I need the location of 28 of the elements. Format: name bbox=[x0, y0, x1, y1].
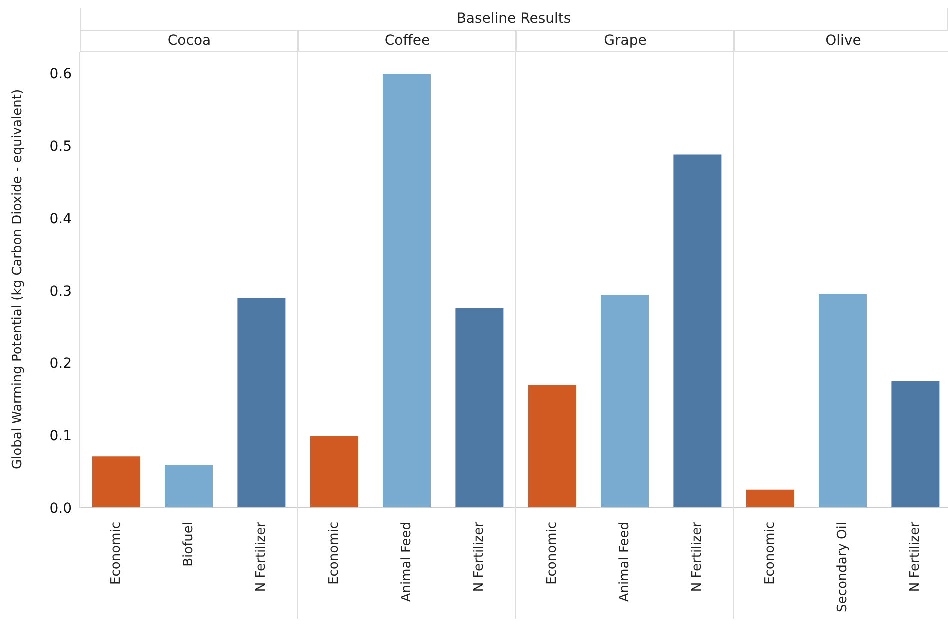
y-tick-label: 0.4 bbox=[50, 211, 72, 228]
x-tick-label: Economic bbox=[108, 522, 124, 585]
x-tick-label: N Fertilizer bbox=[690, 521, 706, 592]
bar bbox=[165, 465, 214, 508]
x-tick-label: Animal Feed bbox=[618, 522, 632, 602]
chart-title: Coffee bbox=[298, 31, 516, 52]
x-tick-label: N Fertilizer bbox=[908, 521, 924, 592]
x-tick-label: Animal Feed bbox=[400, 522, 414, 602]
y-axis-title: Global Warming Potential (kg Carbon Dioxide - equivalent) bbox=[10, 88, 26, 470]
x-tick-label: Economic bbox=[326, 522, 342, 585]
y-tick-label: 0.1 bbox=[50, 428, 72, 445]
x-tick-label: N Fertilizer bbox=[254, 521, 270, 592]
y-tick-label: 0.3 bbox=[50, 284, 72, 300]
y-tick-label: 0.0 bbox=[50, 500, 72, 517]
text: Baseline Results bbox=[456, 11, 572, 27]
x-tick-label: Economic bbox=[762, 522, 778, 585]
chart-title: Olive bbox=[734, 31, 948, 52]
chart-title: Grape bbox=[516, 31, 734, 52]
x-tick-label: Secondary Oil bbox=[836, 522, 850, 612]
y-tick-label: 0.2 bbox=[50, 356, 72, 372]
x-tick-label: Economic bbox=[544, 522, 560, 585]
y-tick-label: 0.6 bbox=[50, 66, 72, 83]
chart-title: Cocoa bbox=[80, 31, 298, 52]
bar bbox=[92, 456, 140, 508]
x-tick-label: Biofuel bbox=[182, 522, 196, 567]
x-tick-label: N Fertilizer bbox=[472, 521, 488, 592]
bar bbox=[238, 298, 286, 508]
y-tick-label: 0.5 bbox=[50, 139, 72, 156]
